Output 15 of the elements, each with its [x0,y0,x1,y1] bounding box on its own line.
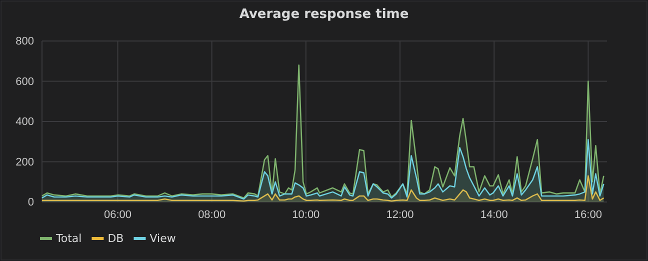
x-tick-label: 08:00 [198,208,226,221]
legend-label: Total [55,232,82,245]
y-tick-label: 600 [16,76,34,88]
x-tick-label: 12:00 [386,208,414,221]
x-tick-label: 10:00 [292,208,320,221]
x-tick-label: 16:00 [574,208,602,221]
x-tick-label: 14:00 [480,208,508,221]
y-tick-label: 800 [16,36,34,48]
legend-label: View [150,232,176,245]
legend-label: DB [108,232,124,245]
y-tick-label: 400 [16,116,34,128]
x-tick-label: 06:00 [104,208,132,221]
y-tick-label: 0 [28,196,34,209]
y-tick-label: 200 [16,156,34,168]
chart-title: Average response time [239,7,409,22]
